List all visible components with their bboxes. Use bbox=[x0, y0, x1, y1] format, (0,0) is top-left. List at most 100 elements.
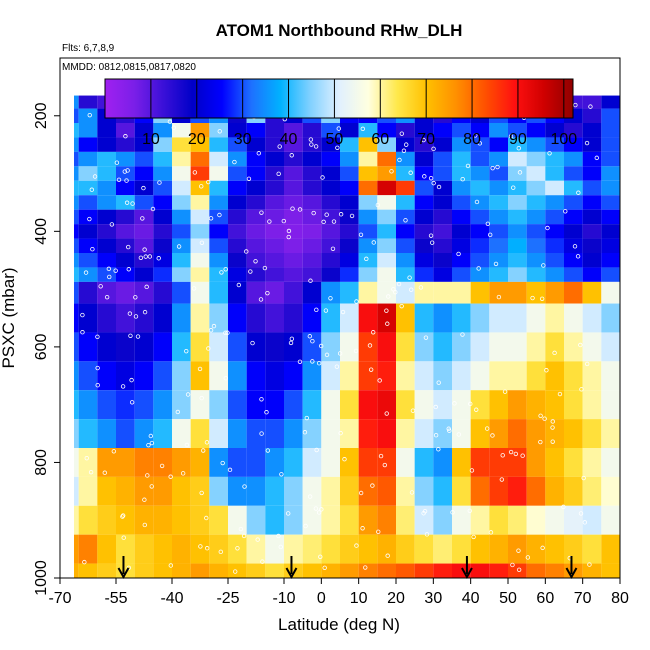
sample-marker bbox=[433, 432, 439, 438]
sample-marker bbox=[148, 433, 154, 439]
heatmap-cell bbox=[508, 419, 527, 448]
heatmap-cell bbox=[302, 224, 322, 239]
sample-marker bbox=[124, 178, 129, 183]
heatmap-cell bbox=[396, 238, 415, 253]
heatmap-cell bbox=[358, 534, 378, 564]
heatmap-cell bbox=[172, 505, 191, 535]
heatmap-cell bbox=[321, 123, 340, 138]
heatmap-cell bbox=[582, 419, 602, 448]
heatmap-cell bbox=[508, 303, 527, 333]
heatmap-cell bbox=[78, 563, 98, 578]
sample-marker bbox=[197, 366, 203, 372]
heatmap-cell bbox=[452, 303, 471, 333]
x-tick-label: 60 bbox=[536, 590, 554, 607]
heatmap-cell bbox=[526, 195, 546, 210]
heatmap-cell bbox=[78, 123, 98, 138]
sample-marker bbox=[323, 308, 329, 313]
sample-marker bbox=[431, 146, 436, 152]
sample-marker bbox=[286, 234, 291, 240]
sample-marker bbox=[314, 447, 319, 453]
sample-marker bbox=[354, 299, 359, 304]
sample-marker bbox=[123, 134, 128, 139]
heatmap-cell bbox=[78, 137, 98, 152]
heatmap-cell bbox=[582, 361, 602, 391]
heatmap-cell bbox=[545, 137, 564, 152]
heatmap-cell bbox=[358, 563, 378, 578]
sample-marker bbox=[262, 265, 268, 271]
sample-marker bbox=[320, 175, 325, 180]
heatmap-cell bbox=[340, 281, 359, 304]
sample-marker bbox=[126, 267, 131, 272]
heatmap-cell bbox=[489, 166, 508, 181]
heatmap-cell bbox=[284, 281, 303, 304]
heatmap-cell bbox=[470, 390, 490, 420]
heatmap-cell bbox=[508, 390, 527, 420]
sample-marker bbox=[107, 274, 112, 280]
heatmap-cell bbox=[321, 476, 340, 506]
heatmap-cell bbox=[414, 137, 434, 152]
colorbar-tick-label: 60 bbox=[371, 131, 389, 148]
sample-marker bbox=[157, 180, 162, 185]
heatmap-cell bbox=[340, 448, 359, 477]
heatmap-cell bbox=[470, 448, 490, 477]
heatmap-cell bbox=[433, 303, 452, 333]
sample-marker bbox=[175, 409, 181, 415]
heatmap-cell bbox=[74, 303, 79, 333]
heatmap-cell bbox=[228, 281, 247, 304]
heatmap-cell bbox=[452, 253, 471, 268]
sample-marker bbox=[276, 533, 281, 539]
heatmap-cell bbox=[564, 361, 583, 391]
heatmap-cell bbox=[284, 209, 303, 225]
sample-marker bbox=[423, 335, 429, 340]
heatmap-cell bbox=[545, 332, 564, 362]
sample-marker bbox=[95, 334, 100, 339]
heatmap-cell bbox=[134, 303, 154, 333]
sample-marker bbox=[276, 171, 281, 177]
sample-marker bbox=[223, 375, 229, 381]
heatmap-cell bbox=[564, 166, 583, 181]
heatmap-cell bbox=[284, 505, 303, 535]
sample-marker bbox=[377, 378, 382, 383]
sample-marker bbox=[510, 562, 515, 568]
heatmap-cell bbox=[153, 195, 172, 210]
colorbar-tick-label: 80 bbox=[463, 131, 481, 148]
heatmap-cell bbox=[228, 303, 247, 333]
heatmap-cell bbox=[564, 209, 583, 225]
heatmap-cell bbox=[209, 267, 228, 282]
heatmap-cell bbox=[452, 361, 471, 391]
sample-marker bbox=[576, 190, 581, 195]
heatmap-cell bbox=[284, 534, 303, 564]
heatmap-cell bbox=[452, 238, 471, 253]
sample-marker bbox=[575, 254, 581, 259]
heatmap-cell bbox=[134, 332, 154, 362]
heatmap-cell bbox=[246, 476, 266, 506]
heatmap-cell bbox=[209, 361, 228, 391]
heatmap-cell bbox=[414, 123, 434, 138]
heatmap-cell bbox=[377, 390, 396, 420]
heatmap-cell bbox=[358, 332, 378, 362]
heatmap-cell bbox=[358, 180, 378, 196]
heatmap-cell bbox=[228, 195, 247, 210]
sample-marker bbox=[304, 415, 310, 421]
heatmap-cell bbox=[321, 209, 340, 225]
heatmap-cell bbox=[116, 303, 135, 333]
heatmap-cell bbox=[396, 563, 415, 578]
sample-marker bbox=[552, 350, 557, 356]
heatmap-cell bbox=[340, 123, 359, 138]
heatmap-cell bbox=[452, 137, 471, 152]
y-tick-label: 600 bbox=[33, 333, 50, 360]
heatmap-cell bbox=[358, 281, 378, 304]
heatmap-cell bbox=[489, 534, 508, 564]
heatmap-cell bbox=[172, 151, 191, 167]
heatmap-cell bbox=[358, 390, 378, 420]
heatmap-cell bbox=[433, 137, 452, 152]
heatmap-cell bbox=[265, 253, 284, 268]
sample-marker bbox=[167, 119, 173, 124]
heatmap-cell bbox=[116, 419, 135, 448]
sample-marker bbox=[126, 565, 132, 571]
heatmap-cell bbox=[78, 151, 98, 167]
sample-marker bbox=[581, 475, 586, 481]
heatmap-cell bbox=[582, 180, 602, 196]
heatmap-cell bbox=[246, 180, 266, 196]
sample-marker bbox=[142, 522, 148, 528]
